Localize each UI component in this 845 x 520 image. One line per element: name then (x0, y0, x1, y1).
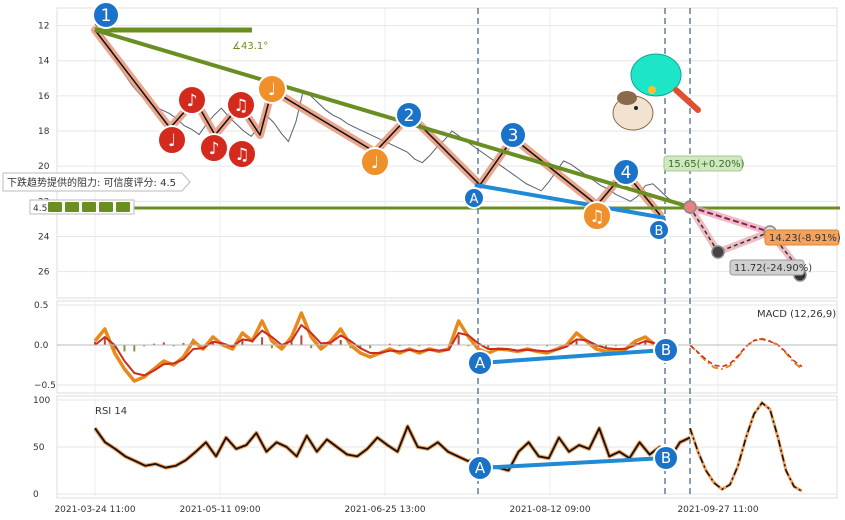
rsi-line (94, 425, 691, 472)
note-signal-glyph: ♫ (589, 207, 604, 227)
resistance-tooltip-text: 下跌趋势提供的阻力: 可信度评分: 4.5 (7, 176, 176, 189)
ab-marker-circle (653, 337, 679, 363)
note-signal-circle (177, 85, 207, 115)
macd-forecast-dea (689, 338, 803, 368)
x-tick-label: 2021-06-25 13:00 (344, 505, 425, 515)
wave-number-circle (395, 101, 423, 129)
wave-number-circle (612, 158, 640, 186)
ab-marker-circle (467, 455, 493, 481)
rsi-tick-label: 100 (33, 396, 50, 406)
paddle-icon (630, 53, 682, 97)
note-signal-glyph: ♩ (371, 153, 379, 173)
note-signal-circle (226, 90, 256, 120)
rsi-forecast-line (689, 401, 803, 492)
note-signal-circle (157, 125, 187, 155)
note-signal-glyph: ♪ (187, 91, 198, 111)
rating-star-icon (116, 202, 130, 212)
ab-marker-circle (653, 445, 679, 471)
rsi-title: RSI 14 (95, 406, 127, 417)
rsi-tick-label: 0 (33, 490, 39, 500)
ab-marker-circle (648, 219, 670, 241)
ab-price-line (474, 183, 666, 220)
forecast-node (711, 245, 725, 259)
note-signal-glyph: ♫ (234, 145, 249, 165)
note-signal-glyph: ♩ (168, 131, 176, 151)
rsi-tick-label: 50 (33, 443, 45, 453)
macd-tick-label: 0.5 (34, 301, 48, 311)
ab-marker-circle (463, 187, 485, 209)
price-tick-label: 18 (38, 127, 50, 137)
trend-angle-label: ∡43.1° (232, 41, 268, 52)
note-signal-circle (257, 74, 287, 104)
ab-marker-label: B (661, 449, 671, 467)
price-low-label: 11.72(-24.90%) (734, 263, 812, 274)
price-tick-label: 16 (38, 92, 50, 102)
ab-marker-label: A (470, 192, 479, 207)
note-signal-circle (582, 201, 612, 231)
note-signal-glyph: ♪ (209, 139, 220, 159)
macd-dea-line (94, 324, 666, 377)
dog-ear-icon (617, 91, 637, 105)
x-tick-label: 2021-03-24 11:00 (54, 505, 135, 515)
wave-number-circle (499, 121, 527, 149)
forecast-node (683, 200, 697, 214)
price-mid-label: 14.23(-8.91%) (769, 233, 841, 244)
macd-tick-label: −0.5 (34, 381, 56, 391)
ab-marker-label: B (655, 224, 664, 239)
rating-star-icon (65, 202, 79, 212)
note-signal-circle (227, 139, 257, 169)
macd-panel (56, 300, 838, 394)
note-signal-circle (360, 147, 390, 177)
macd-tick-label: 0.0 (34, 341, 49, 351)
price-tick-label: 12 (38, 22, 49, 32)
rating-star-icon (48, 202, 62, 212)
wave-number-label: 3 (508, 126, 519, 146)
ab-marker-label: A (475, 354, 486, 372)
price-tick-label: 24 (38, 232, 50, 242)
note-signal-glyph: ♫ (233, 96, 248, 116)
axis-labels: 26242220181614120.50.0−0.51005002021-03-… (33, 22, 759, 515)
x-tick-label: 2021-08-12 09:00 (509, 505, 590, 515)
forecast-path-upper (689, 206, 771, 233)
x-tick-label: 2021-09-27 11:00 (677, 505, 758, 515)
series-layer (57, 23, 837, 493)
wave-number-label: 1 (101, 6, 112, 26)
wave-number-label: 4 (621, 163, 632, 183)
price-tick-label: 26 (38, 268, 50, 278)
price-tick-label: 14 (38, 57, 50, 67)
ab-marker-circle (467, 350, 493, 376)
forecast-path-lower (689, 206, 801, 271)
resistance-tooltip-box (2, 172, 191, 192)
rating-value: 4.5 (33, 204, 47, 214)
dog-eye-icon (634, 106, 638, 110)
price-now-label: 15.65(+0.20%) (668, 159, 745, 170)
downtrend-resistance-line (94, 28, 691, 209)
x-tick-label: 2021-05-11 09:00 (179, 505, 260, 515)
ab-marker-label: B (661, 341, 671, 359)
macd-title: MACD (12,26,9) (757, 309, 836, 320)
ab-rsi-line (479, 456, 666, 470)
macd-forecast-dif (689, 337, 803, 371)
wave-number-label: 2 (404, 106, 415, 126)
note-signal-circle (199, 133, 229, 163)
price-mid-label-box (764, 229, 840, 246)
rating-star-icon (82, 202, 96, 212)
paddle-handle-icon (673, 87, 701, 113)
price-now-label-box (663, 155, 743, 172)
price-low-label-box (729, 259, 805, 276)
ab-marker-label: A (475, 459, 486, 477)
ball-icon (648, 86, 656, 94)
price-tick-label: 20 (38, 162, 50, 172)
note-signal-glyph: ♩ (268, 80, 276, 100)
wave-number-circle (92, 1, 120, 29)
rating-star-icon (99, 202, 113, 212)
ab-macd-line (479, 348, 666, 365)
